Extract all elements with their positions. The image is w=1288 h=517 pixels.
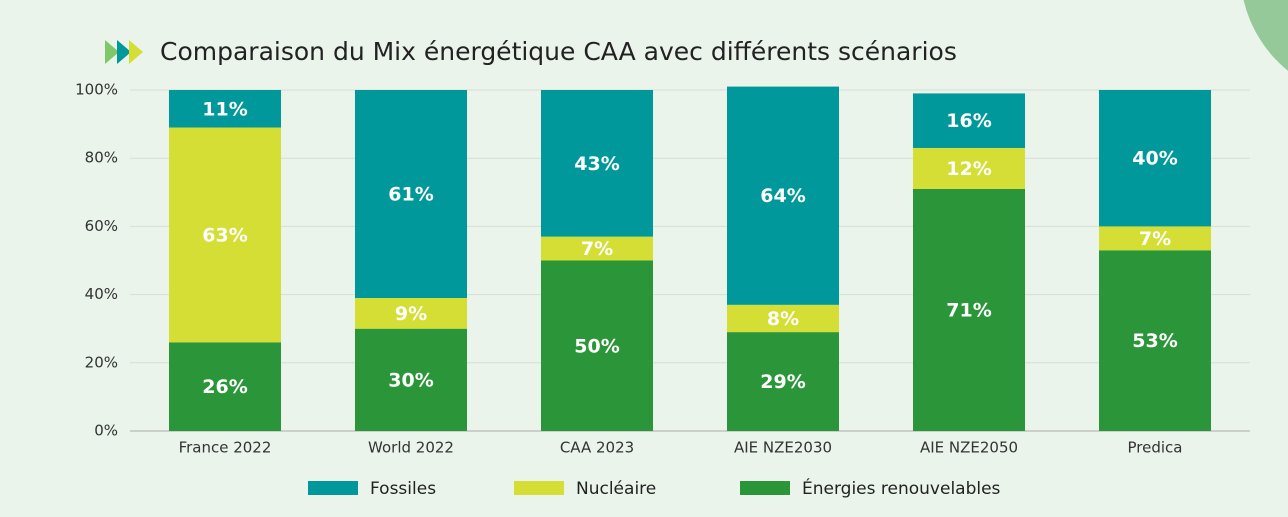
data-label: 7% <box>581 238 613 260</box>
data-label: 63% <box>202 224 247 246</box>
bar-segment <box>727 332 839 431</box>
y-tick-label: 100% <box>75 81 118 99</box>
x-tick-label: World 2022 <box>368 439 454 457</box>
legend-label: Fossiles <box>370 479 436 499</box>
data-label: 29% <box>760 371 805 393</box>
bar-segment <box>1099 226 1211 251</box>
y-tick-label: 60% <box>85 217 118 235</box>
data-label: 7% <box>1139 228 1171 250</box>
y-tick-label: 20% <box>85 353 118 371</box>
data-label: 53% <box>1132 330 1177 352</box>
data-label: 43% <box>574 153 619 175</box>
bar-segment <box>169 342 281 431</box>
bar-segment <box>913 188 1025 431</box>
data-label: 71% <box>946 299 991 321</box>
bar-segment <box>913 147 1025 189</box>
data-label: 26% <box>202 376 247 398</box>
data-label: 61% <box>388 184 433 206</box>
y-tick-label: 40% <box>85 285 118 303</box>
x-tick-label: Predica <box>1128 439 1183 457</box>
bar-segment <box>727 304 839 333</box>
x-tick-label: AIE NZE2050 <box>920 439 1018 457</box>
bar-segment <box>727 86 839 305</box>
data-label: 16% <box>946 110 991 132</box>
data-label: 40% <box>1132 148 1177 170</box>
legend-label: Nucléaire <box>576 479 656 499</box>
legend-swatch <box>514 481 564 495</box>
x-tick-label: France 2022 <box>179 439 272 457</box>
data-label: 64% <box>760 185 805 207</box>
x-tick-label: AIE NZE2030 <box>734 439 832 457</box>
data-label: 30% <box>388 369 433 391</box>
title-icon <box>105 40 143 64</box>
data-label: 11% <box>202 98 247 120</box>
chart-title: Comparaison du Mix énergétique CAA avec … <box>160 37 957 66</box>
decoration <box>1243 0 1288 71</box>
legend-swatch <box>740 481 790 495</box>
data-label: 9% <box>395 303 427 325</box>
y-tick-label: 80% <box>85 149 118 167</box>
bar-segment <box>355 298 467 329</box>
legend-label: Énergies renouvelables <box>802 477 1001 499</box>
legend-swatch <box>308 481 358 495</box>
bar-segment <box>1099 250 1211 431</box>
bar-segment <box>913 93 1025 148</box>
data-label: 8% <box>767 308 799 330</box>
bar-segment <box>355 328 467 431</box>
bar-segment <box>541 260 653 431</box>
bar-segment <box>541 90 653 237</box>
bar-segment <box>355 90 467 299</box>
data-label: 12% <box>946 158 991 180</box>
bar-segment <box>1099 90 1211 227</box>
bar-segment <box>169 90 281 128</box>
x-tick-label: CAA 2023 <box>560 439 634 457</box>
bar-segment <box>169 127 281 343</box>
y-tick-label: 0% <box>94 422 118 440</box>
data-label: 50% <box>574 335 619 357</box>
bar-segment <box>541 236 653 261</box>
